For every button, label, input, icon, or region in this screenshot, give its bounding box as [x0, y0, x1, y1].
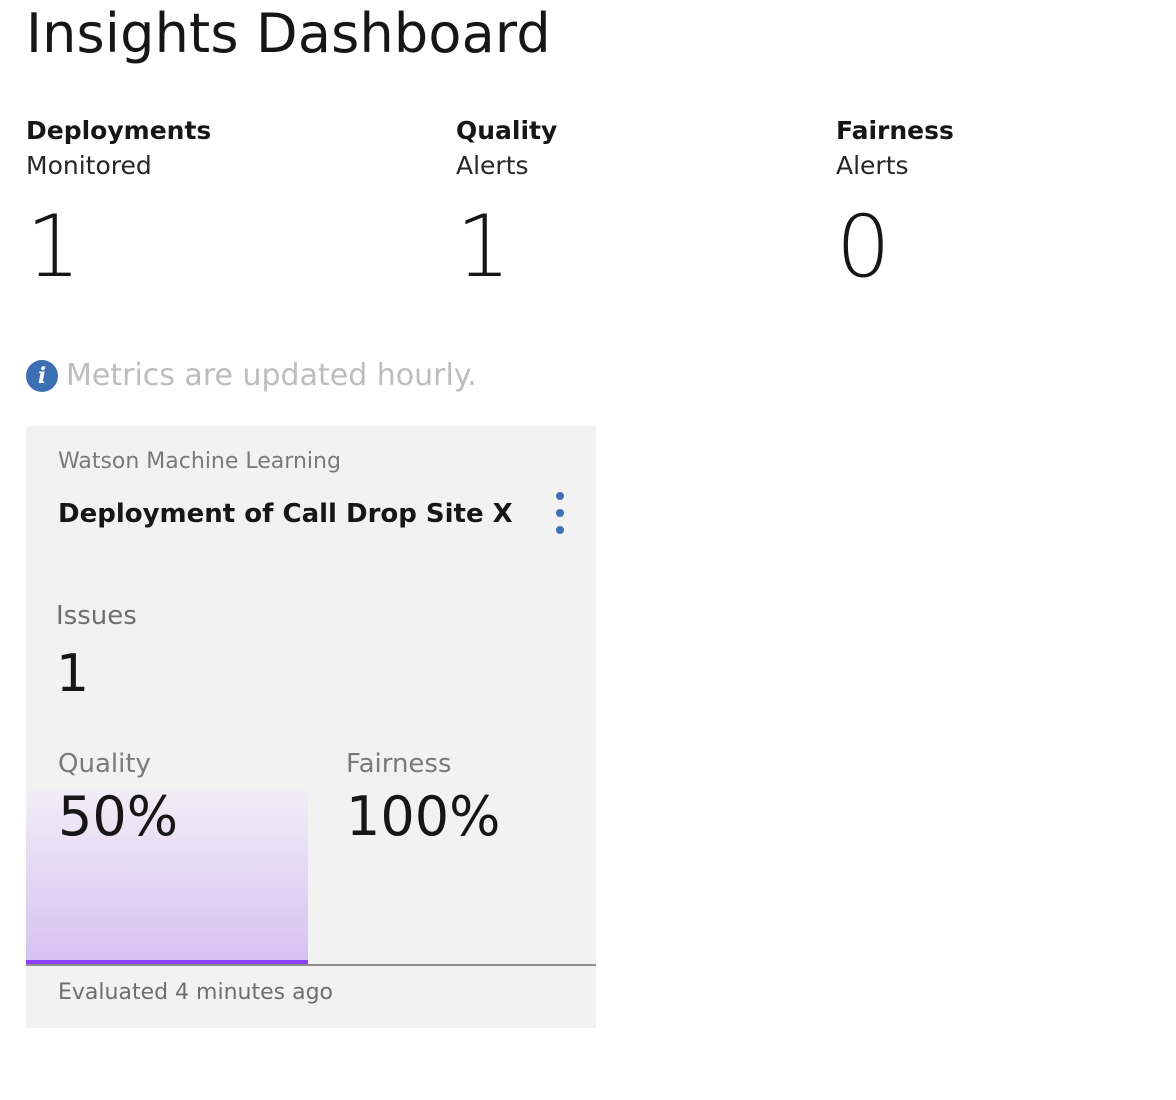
issues-label: Issues: [56, 601, 137, 631]
deployment-card[interactable]: Watson Machine Learning Deployment of Ca…: [26, 426, 596, 1028]
evaluated-timestamp: Evaluated 4 minutes ago: [58, 980, 333, 1005]
card-source: Watson Machine Learning: [58, 449, 341, 474]
stat-deployments-monitored: Deployments Monitored 1: [26, 114, 211, 292]
quality-fill: [26, 790, 308, 964]
quality-value: 50%: [58, 785, 179, 848]
quality-label: Quality: [58, 749, 151, 779]
metrics-notice-text: Metrics are updated hourly.: [66, 358, 477, 393]
quality-metric[interactable]: Quality 50%: [26, 746, 308, 965]
card-divider: [26, 964, 596, 966]
stat-label-secondary: Alerts: [836, 151, 909, 180]
stat-label-secondary: Alerts: [456, 151, 529, 180]
stat-label-primary: Quality: [456, 116, 558, 145]
page-title: Insights Dashboard: [26, 2, 551, 65]
stat-value: 0: [836, 197, 891, 297]
stat-value: 1: [26, 197, 81, 297]
stat-label-primary: Fairness: [836, 116, 954, 145]
issues-value: 1: [56, 644, 90, 704]
fairness-value: 100%: [346, 785, 501, 848]
stat-label-primary: Deployments: [26, 116, 212, 145]
info-icon: i: [26, 360, 58, 392]
stat-value: 1: [456, 197, 511, 297]
stat-label-secondary: Monitored: [26, 151, 152, 180]
stat-quality-alerts: Quality Alerts 1: [456, 114, 557, 292]
card-title: Deployment of Call Drop Site X: [58, 499, 513, 529]
fairness-label: Fairness: [346, 749, 452, 779]
metrics-notice: i Metrics are updated hourly.: [26, 358, 477, 394]
stat-fairness-alerts: Fairness Alerts 0: [836, 114, 954, 292]
quality-indicator-bar: [26, 960, 308, 965]
overflow-menu-icon[interactable]: [546, 490, 574, 536]
